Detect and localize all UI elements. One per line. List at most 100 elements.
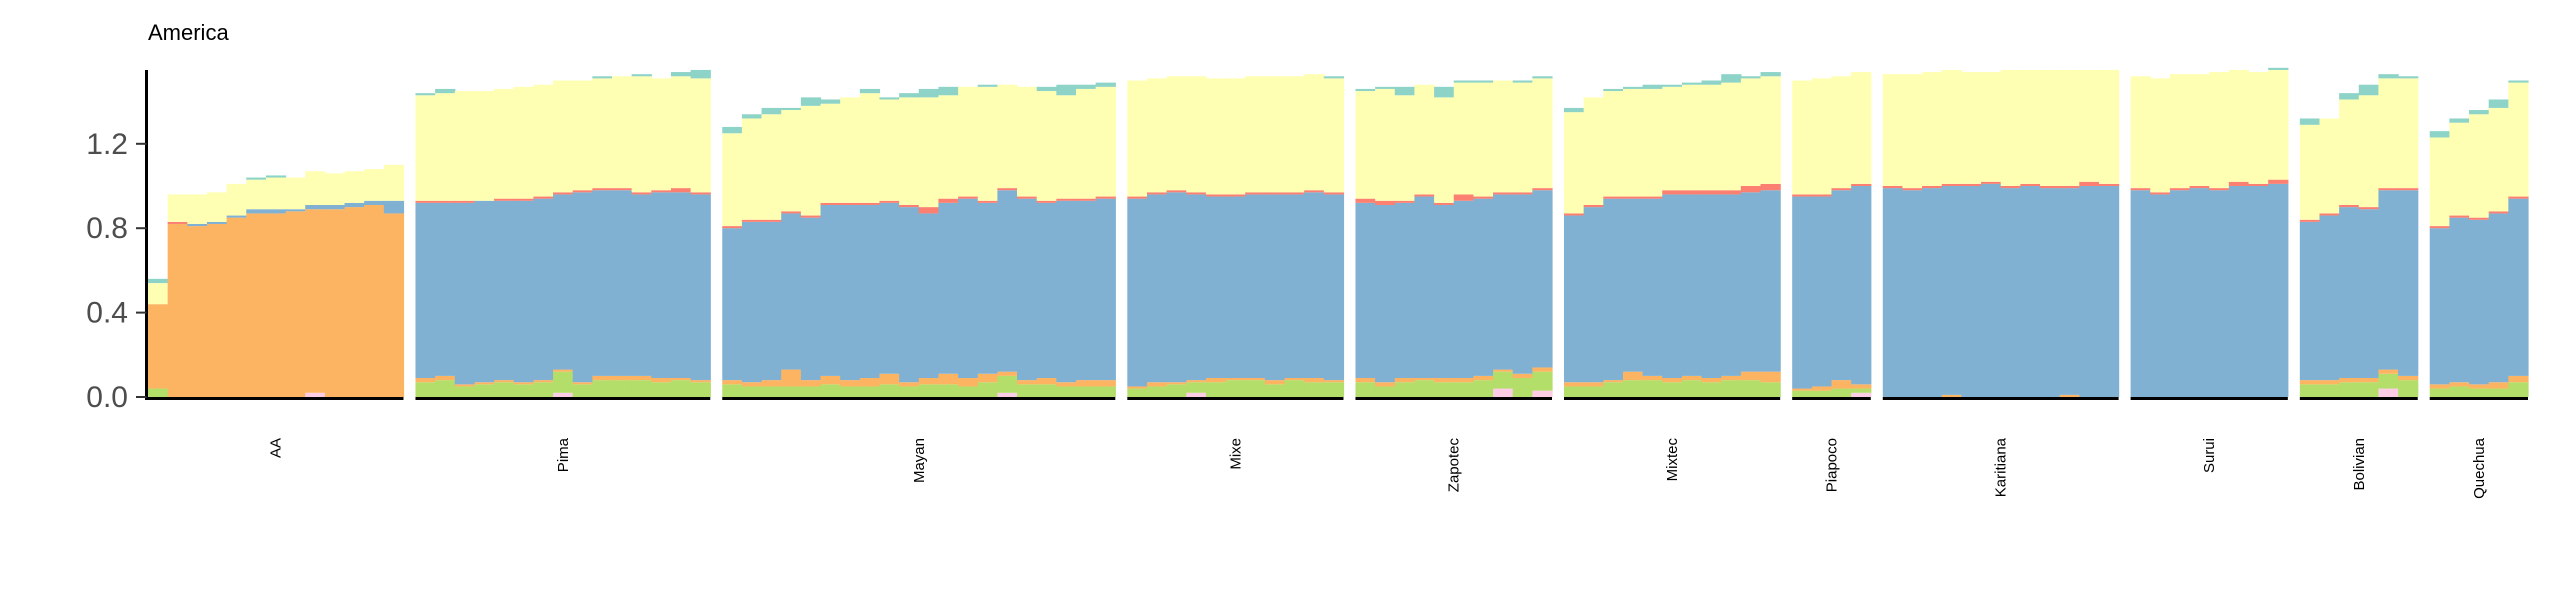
bar-segment-pink (1532, 390, 1553, 397)
bar-segment-green (1323, 382, 1345, 397)
bar-segment-teal (1564, 107, 1585, 113)
bar-segment-blue (879, 202, 900, 374)
bar-segment-green (840, 386, 861, 397)
bar-segment-orange (1701, 378, 1722, 383)
bar-segment-blue (1681, 194, 1703, 376)
bar-segment-yellow (997, 84, 1018, 189)
bar-segment-yellow (2358, 95, 2380, 208)
bar-segment-green (1245, 380, 1266, 397)
bar-segment-teal (899, 93, 920, 98)
bar-segment-red (1186, 192, 1207, 195)
bar-segment-orange (1394, 378, 1416, 383)
bar-segment-orange (761, 380, 782, 387)
bar-segment-blue (1760, 190, 1781, 372)
bar-segment-green (1583, 386, 1604, 397)
bar-segment-red (958, 196, 979, 199)
bar-segment-orange (2059, 394, 2080, 397)
bar-segment-red (2169, 188, 2191, 191)
bar-segment-orange (324, 209, 346, 397)
bar-segment-orange (1375, 382, 1396, 387)
bar-segment-teal (2429, 131, 2450, 138)
bar-segment-green (1225, 380, 1246, 397)
bar-segment-green (2508, 382, 2529, 397)
bar-segment-blue (1434, 204, 1455, 379)
bar-segment-pink (2378, 388, 2399, 397)
y-axis: 0.0 0.4 0.8 1.2 (86, 70, 148, 414)
bar-segment-red (2378, 188, 2399, 191)
bar-segment-green (781, 386, 802, 397)
bar-segment-blue (1792, 196, 1813, 389)
bar-segment-blue (364, 200, 385, 205)
bar-segment-yellow (722, 133, 743, 227)
bar-segment-orange (977, 373, 998, 383)
bar-segment-yellow (1811, 78, 1833, 195)
bar-segment-yellow (2169, 74, 2191, 189)
group-label: Karitiana (1993, 437, 2010, 497)
bar-segment-yellow (148, 283, 169, 305)
bar-segment-orange (2339, 378, 2360, 383)
bar-segment-blue (265, 209, 287, 214)
bar-segment-yellow (1760, 76, 1781, 184)
bar-segment-green (761, 386, 782, 397)
bar-segment-red (1642, 196, 1663, 199)
bar-segment-yellow (1453, 82, 1474, 195)
bar-segment-green (612, 380, 633, 397)
bar-segment-blue (2429, 228, 2450, 385)
bar-segment-teal (1642, 84, 1663, 89)
bar-segment-blue (1414, 196, 1435, 379)
bar-segment-green (2319, 384, 2340, 397)
bar-segment-blue (1076, 200, 1097, 381)
bar-segment-yellow (1493, 80, 1514, 193)
bar-segment-yellow (2429, 137, 2450, 227)
bar-segment-blue (553, 194, 574, 370)
bar-segment-orange (1017, 380, 1038, 385)
bar-segment-green (513, 384, 534, 397)
bar-segment-teal (1323, 76, 1345, 79)
bar-segment-orange (1512, 373, 1533, 379)
bar-segment-blue (2488, 213, 2509, 383)
bar-segment-orange (553, 369, 574, 372)
bar-segment-teal (2358, 84, 2380, 96)
bar-segment-teal (1375, 86, 1396, 89)
bar-segment-teal (2378, 74, 2399, 79)
bar-segment-teal (1603, 88, 1624, 92)
bar-segment-green (2358, 382, 2380, 397)
bar-segment-red (1922, 186, 1943, 189)
bar-segment-red (1740, 186, 1762, 193)
bar-segment-blue (1642, 198, 1663, 376)
bar-segment-green (1662, 382, 1683, 397)
bar-segment-teal (1394, 86, 1416, 96)
bar-segment-yellow (840, 97, 861, 203)
bar-segment-green (1394, 382, 1416, 397)
bar-segment-red (2339, 204, 2360, 208)
bar-segment-yellow (2150, 78, 2171, 193)
bar-segment-orange (631, 375, 652, 381)
y-tick-label: 1.2 (86, 128, 128, 161)
bar-segment-teal (415, 93, 436, 96)
bar-segment-blue (2508, 198, 2529, 376)
bar-segment-orange (670, 378, 692, 381)
bar-segment-teal (741, 114, 763, 119)
bar-segment-yellow (415, 95, 436, 201)
bar-segment-green (859, 386, 881, 397)
bar-segment-green (1811, 390, 1833, 397)
bar-segment-red (1225, 194, 1246, 197)
bar-segment-green (1127, 388, 1148, 397)
bar-segment-orange (1760, 371, 1781, 383)
bar-segment-red (2098, 183, 2120, 186)
bar-segment-orange (781, 369, 802, 387)
bar-segment-blue (2020, 186, 2041, 397)
bar-segment-yellow (1564, 112, 1585, 214)
bar-segment-orange (2299, 380, 2321, 385)
bar-segment-orange (2508, 375, 2529, 383)
bar-segment-red (1076, 198, 1097, 201)
bar-segment-blue (2040, 188, 2061, 397)
bar-segment-orange (1564, 382, 1585, 387)
bar-segment-green (1414, 380, 1435, 397)
bar-segment-blue (2358, 209, 2380, 379)
bar-segment-yellow (474, 91, 495, 201)
bar-segment-blue (1902, 190, 1923, 397)
bar-segment-orange (1792, 388, 1813, 391)
bar-segment-red (1760, 183, 1781, 191)
bar-segment-blue (1532, 190, 1553, 368)
